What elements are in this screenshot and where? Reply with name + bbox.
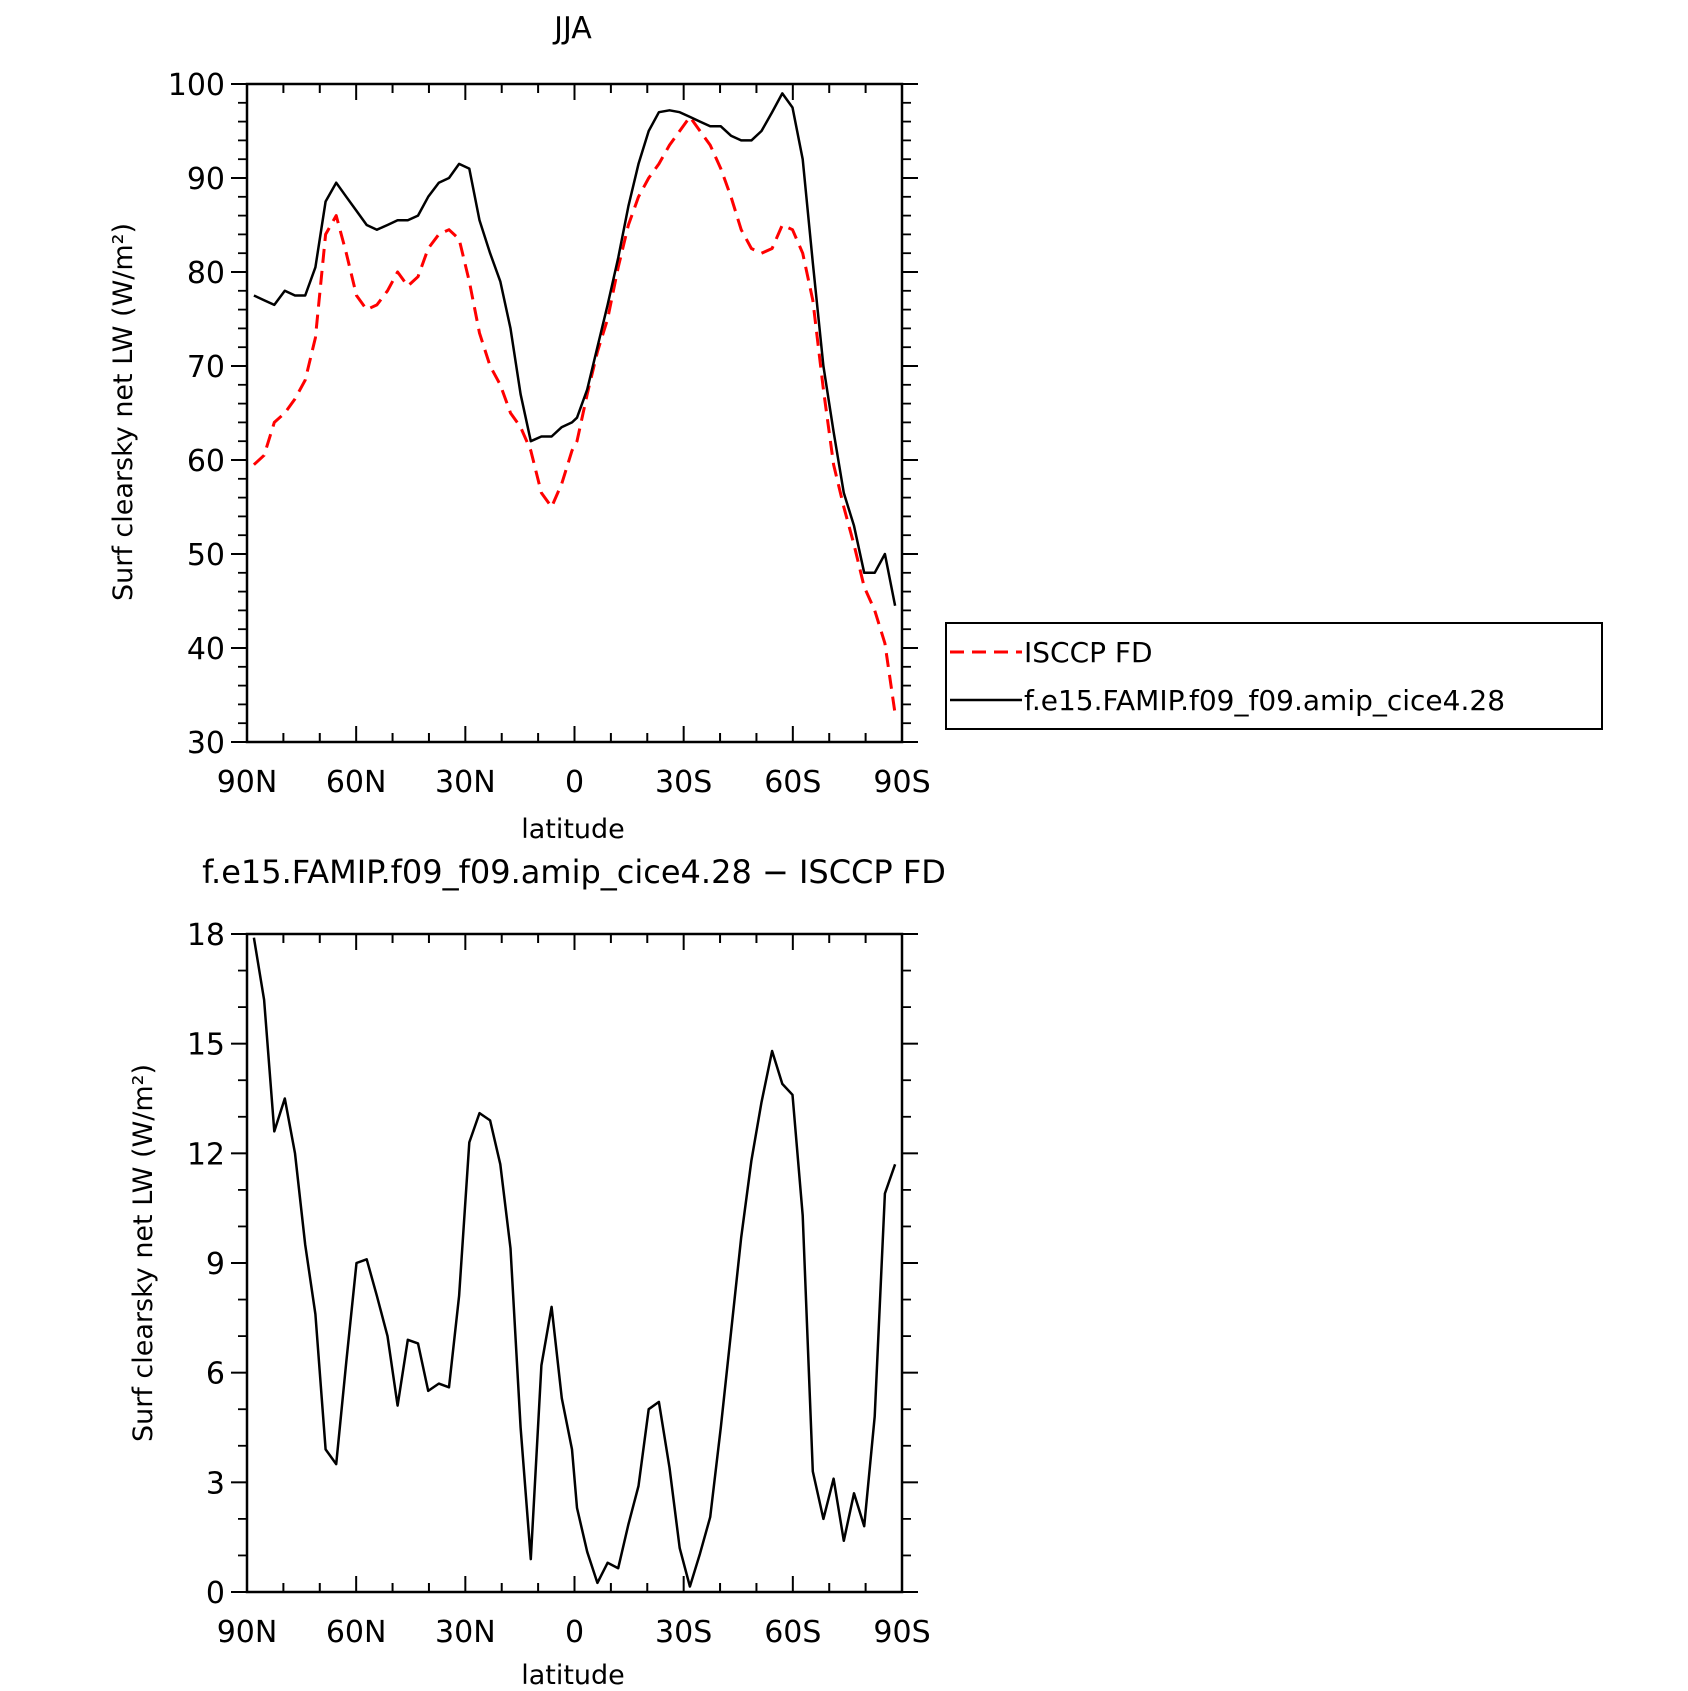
top-x-tick-label: 60S	[764, 765, 821, 800]
top-y-tick-label: 70	[187, 350, 225, 385]
bottom-x-tick-label: 60S	[764, 1615, 821, 1650]
top-series-line-isccp	[252, 115, 897, 715]
bottom-x-tick-label: 0	[565, 1615, 584, 1650]
top-y-tick-label: 50	[187, 538, 225, 573]
legend: ISCCP FD f.e15.FAMIP.f09_f09.amip_cice4.…	[945, 622, 1603, 730]
top-x-axis-label: latitude	[521, 814, 625, 845]
top-x-tick-label: 60N	[326, 765, 387, 800]
bottom-y-tick-label: 3	[206, 1466, 225, 1501]
bottom-x-tick-label: 60N	[326, 1615, 387, 1650]
top-x-tick-label: 90N	[217, 765, 278, 800]
top-x-tick-label: 30S	[655, 765, 712, 800]
bottom-y-tick-label: 9	[206, 1247, 225, 1282]
bottom-x-tick-label: 90N	[217, 1615, 278, 1650]
bottom-y-tick-labels: 0 3 6 9 12 15 18	[187, 918, 225, 1611]
bottom-series-lines	[252, 937, 897, 1588]
bottom-panel: f.e15.FAMIP.f09_f09.amip_cice4.28 − ISCC…	[128, 853, 946, 1691]
top-y-tick-label: 30	[187, 726, 225, 761]
bottom-y-tick-label: 18	[187, 918, 225, 953]
top-panel: JJA Surf clearsky net LW (W/m²) 30 40 50 60…	[108, 11, 1603, 845]
bottom-x-tick-labels: 90N 60N 30N 0 30S 60S 90S	[217, 1615, 931, 1650]
bottom-y-tick-label: 12	[187, 1137, 225, 1172]
top-x-tick-labels: 90N 60N 30N 0 30S 60S 90S	[217, 765, 931, 800]
bottom-x-tick-label: 90S	[873, 1615, 930, 1650]
legend-label-isccp: ISCCP FD	[1024, 636, 1153, 669]
top-axes	[231, 82, 918, 744]
bottom-y-tick-label: 15	[187, 1028, 225, 1063]
bottom-x-axis-label: latitude	[521, 1660, 625, 1691]
bottom-y-tick-label: 6	[206, 1357, 225, 1392]
top-y-tick-label: 80	[187, 256, 225, 291]
top-series-line-model	[253, 92, 897, 606]
top-y-tick-label: 100	[168, 68, 225, 103]
top-y-tick-labels: 30 40 50 60 70 80 90 100	[168, 68, 225, 761]
bottom-series-line-model	[252, 937, 897, 1588]
legend-label-model: f.e15.FAMIP.f09_f09.amip_cice4.28	[1024, 684, 1505, 717]
top-y-axis-label: Surf clearsky net LW (W/m²)	[108, 223, 139, 601]
bottom-y-axis-label: Surf clearsky net LW (W/m²)	[128, 1064, 159, 1442]
bottom-chart-title: f.e15.FAMIP.f09_f09.amip_cice4.28 − ISCC…	[202, 853, 946, 891]
top-y-tick-label: 90	[187, 162, 225, 197]
bottom-x-tick-label: 30S	[655, 1615, 712, 1650]
top-y-tick-label: 40	[187, 632, 225, 667]
top-x-tick-label: 90S	[873, 765, 930, 800]
top-y-tick-label: 60	[187, 444, 225, 479]
top-chart-title: JJA	[552, 11, 592, 46]
bottom-axes	[231, 932, 918, 1594]
legend-box	[945, 622, 1603, 730]
top-x-tick-label: 30N	[435, 765, 496, 800]
bottom-y-tick-label: 0	[206, 1576, 225, 1611]
bottom-x-tick-label: 30N	[435, 1615, 496, 1650]
top-x-tick-label: 0	[565, 765, 584, 800]
top-series-lines	[252, 92, 897, 715]
